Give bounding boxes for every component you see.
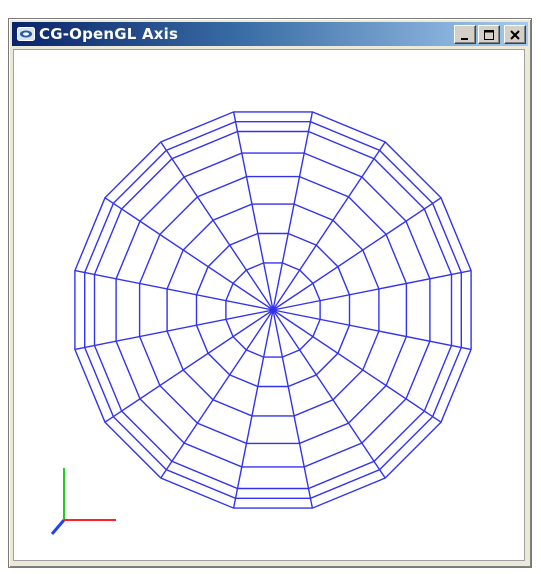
app-window: CG-OpenGL Axis xyxy=(8,18,532,568)
maximize-button[interactable] xyxy=(478,25,500,44)
maximize-icon xyxy=(484,29,494,40)
window-title: CG-OpenGL Axis xyxy=(39,25,179,43)
meridian-line-6 xyxy=(272,309,386,479)
meridian-line-12 xyxy=(74,269,274,311)
meridian-line-0 xyxy=(272,111,314,311)
meridian-line-7 xyxy=(272,309,314,509)
close-icon xyxy=(510,29,520,40)
render-canvas xyxy=(50,111,472,535)
minimize-button[interactable] xyxy=(454,25,476,44)
meridian-line-1 xyxy=(272,141,386,311)
coordinate-axes xyxy=(50,468,116,535)
meridian-line-15 xyxy=(232,111,274,311)
title-bar[interactable]: CG-OpenGL Axis xyxy=(12,22,528,46)
meridian-line-8 xyxy=(232,309,274,509)
opengl-viewport[interactable] xyxy=(13,49,525,561)
close-button[interactable] xyxy=(504,25,526,44)
opengl-window-icon xyxy=(17,27,35,41)
meridian-line-2 xyxy=(272,197,442,311)
meridian-line-14 xyxy=(160,141,274,311)
z-axis-line xyxy=(50,519,66,535)
minimize-icon xyxy=(461,37,468,40)
meridian-line-3 xyxy=(272,269,472,311)
window-controls xyxy=(454,25,526,44)
meridian-line-11 xyxy=(74,309,274,351)
meridian-line-10 xyxy=(104,309,274,423)
meridian-line-4 xyxy=(272,309,472,351)
meridian-line-13 xyxy=(104,197,274,311)
sphere-wireframe xyxy=(74,111,472,509)
meridian-line-5 xyxy=(272,309,442,423)
meridian-line-9 xyxy=(160,309,274,479)
